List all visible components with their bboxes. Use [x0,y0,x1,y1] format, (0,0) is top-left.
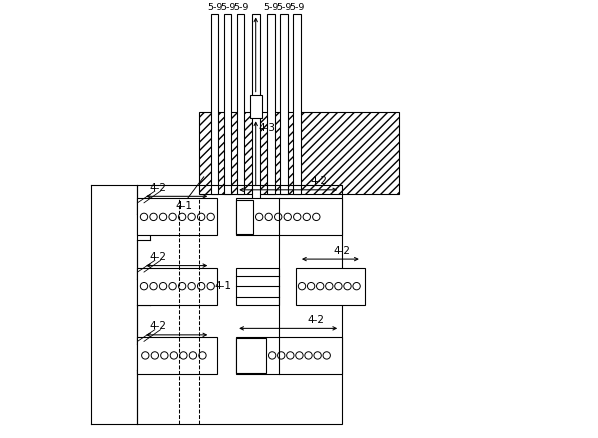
Bar [136,268,216,304]
Bar [236,198,342,235]
Bar [237,14,245,194]
Text: 5-9: 5-9 [207,4,222,12]
Text: 5-9: 5-9 [263,4,279,12]
Bar [293,14,301,194]
Text: 5-9: 5-9 [289,4,304,12]
Text: 4-1: 4-1 [215,281,232,291]
Text: 4-2: 4-2 [308,315,325,325]
Text: 4-2: 4-2 [150,183,167,193]
Text: 5-9: 5-9 [276,4,292,12]
Bar [236,337,342,374]
Bar [236,200,253,234]
Text: 5-9: 5-9 [233,4,248,12]
Bar [236,268,279,304]
Text: 4-1: 4-1 [176,201,193,211]
Text: 4-2: 4-2 [334,246,351,256]
Bar [252,14,260,212]
Bar [224,14,231,194]
Text: 4-2: 4-2 [150,252,167,262]
Text: 4-2: 4-2 [310,177,327,186]
Bar [210,14,218,194]
Bar [136,185,342,424]
Bar [280,14,288,194]
Bar [295,268,365,304]
Bar [249,95,262,118]
Bar [236,338,266,373]
Bar [199,112,399,194]
Text: 5-9: 5-9 [220,4,235,12]
Text: 4-2: 4-2 [150,321,167,331]
Bar [136,198,216,235]
Text: 4-3: 4-3 [258,123,275,133]
Bar [136,337,216,374]
Bar [267,14,274,194]
